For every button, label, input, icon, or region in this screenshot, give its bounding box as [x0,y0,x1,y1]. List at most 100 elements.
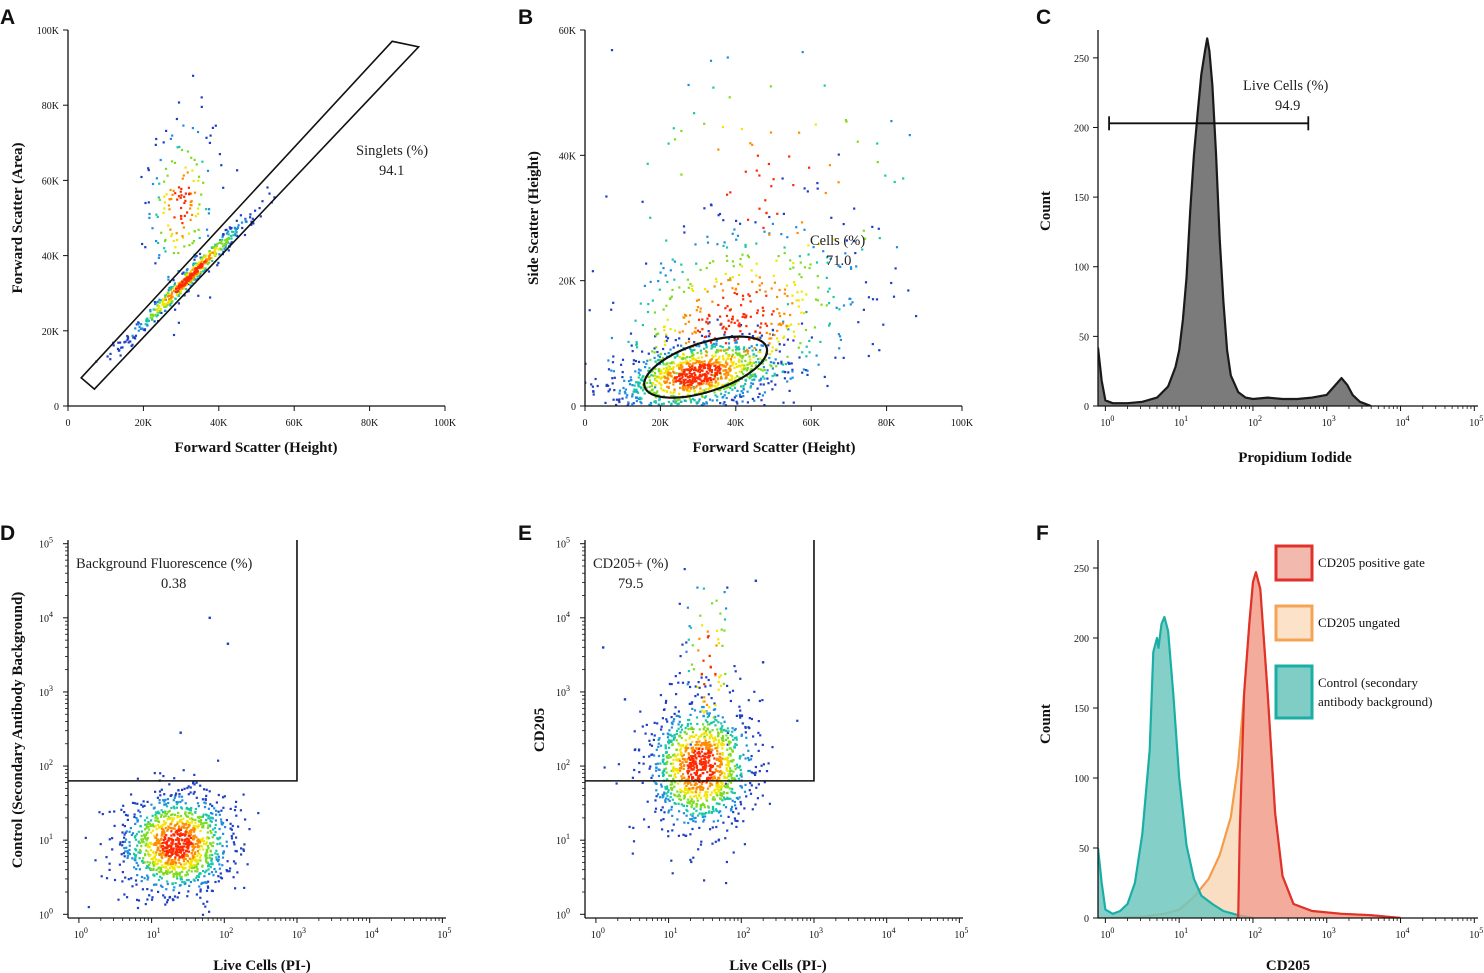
scatter-point [716,350,719,353]
scatter-point [727,741,730,744]
scatter-point [194,275,197,278]
scatter-point [180,795,184,798]
scatter-point [685,745,688,748]
scatter-point [615,782,618,785]
scatter-point [643,284,646,287]
scatter-point [639,420,641,422]
scatter-point [731,378,734,381]
scatter-point [591,270,594,273]
scatter-point [714,394,717,397]
x-axis-label: Propidium Iodide [1238,450,1352,466]
scatter-point [792,184,795,187]
scatter-point [244,218,247,221]
scatter-point [717,802,720,805]
scatter-point [769,85,772,88]
scatter-point [225,845,228,848]
scatter-point [719,674,722,677]
scatter-point [167,859,170,862]
scatter-points [567,49,918,422]
scatter-point [659,359,663,362]
scatter-point [134,854,138,857]
scatter-point [730,805,734,808]
scatter-point [658,382,661,385]
scatter-point [239,214,242,217]
scatter-point [680,364,683,367]
scatter-point [134,834,137,837]
scatter-point [719,797,722,800]
scatter-point [170,293,173,296]
scatter-point [213,827,217,830]
scatter-point [741,357,744,360]
scatter-point [703,696,706,699]
scatter-point [694,327,697,330]
scatter-point [150,889,153,892]
scatter-point [736,234,740,237]
scatter-point [730,321,733,324]
outlier-point [226,642,230,645]
scatter-point [669,391,672,394]
scatter-point [204,798,207,802]
scatter-point [784,363,787,366]
scatter-point [645,362,648,365]
scatter-point [670,769,673,772]
scatter-point [187,890,190,893]
scatter-point [154,301,157,304]
scatter-point [709,359,712,362]
scatter-point [694,778,697,782]
scatter-point [691,749,694,752]
scatter-point [678,398,681,401]
scatter-point [644,732,647,735]
scatter-point [229,827,232,830]
scatter-point [745,736,748,739]
scatter-point [615,398,618,401]
scatter-point [672,362,676,365]
scatter-point [131,857,134,860]
scatter-point [718,369,721,372]
scatter-point [651,350,654,353]
scatter-point [796,291,799,294]
scatter-point [663,329,666,332]
scatter-point [713,285,716,288]
scatter-point [124,340,127,343]
scatter-point [908,134,911,137]
scatter-point [711,771,714,774]
scatter-point [147,853,150,856]
scatter-point [734,288,737,291]
scatter-point [705,703,709,706]
scatter-point [755,262,758,265]
scatter-point [147,828,151,831]
scatter-point [140,830,143,833]
scatter-point [205,818,208,821]
scatter-point [200,105,203,108]
scatter-point [190,859,193,862]
scatter-point [163,841,166,844]
scatter-point [706,771,709,774]
scatter-point [690,783,693,786]
scatter-point [699,788,702,791]
scatter-point [717,688,720,691]
scatter-point [158,254,161,257]
scatter-point [206,258,209,261]
scatter-point [221,844,224,848]
scatter-point [168,298,171,301]
scatter-point [665,363,668,366]
scatter-point [654,391,657,394]
scatter-point [695,788,698,791]
scatter-point [784,371,787,374]
scatter-point [754,330,757,333]
scatter-point [234,849,237,853]
scatter-point [188,861,191,864]
scatter-point [172,874,175,877]
scatter-point [701,768,704,771]
scatter-point [130,344,133,348]
scatter-point [855,265,858,268]
scatter-point [234,232,237,236]
scatter-point [155,863,158,866]
scatter-point [163,833,166,836]
scatter-point [634,370,637,373]
scatter-point [567,302,569,304]
scatter-point [176,285,179,288]
scatter-point [649,390,652,393]
scatter-point [150,803,153,806]
